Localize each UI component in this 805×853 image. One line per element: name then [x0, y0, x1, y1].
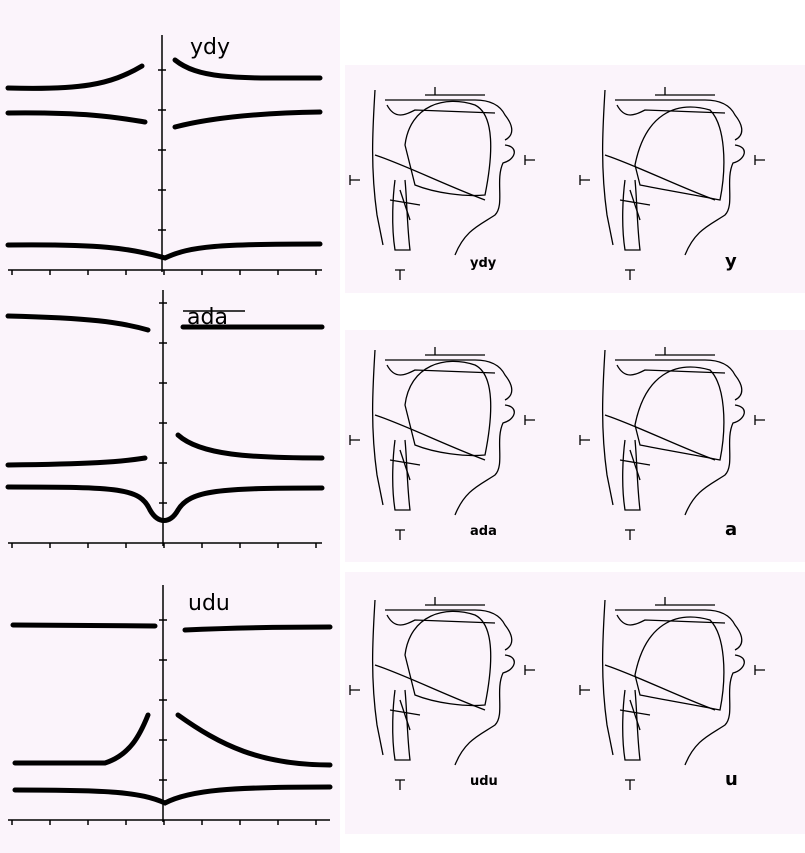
plot-background — [0, 0, 340, 853]
outline — [619, 699, 651, 731]
outline — [604, 414, 716, 461]
outline — [392, 439, 411, 511]
outline — [385, 609, 513, 651]
marker — [754, 665, 765, 675]
outline — [619, 449, 651, 481]
vocal-tract-sketch: a — [579, 347, 765, 540]
outline — [454, 654, 515, 766]
marker — [524, 155, 535, 165]
marker — [579, 685, 590, 695]
marker — [754, 155, 765, 165]
marker — [579, 175, 590, 185]
outline — [385, 99, 513, 141]
outline — [374, 154, 486, 201]
outline — [684, 404, 745, 516]
outline — [386, 364, 496, 376]
vocal-tract-sketch: ada — [349, 347, 535, 540]
sketch-background — [345, 330, 805, 562]
marker — [395, 529, 405, 540]
outline — [389, 449, 421, 481]
tongue — [634, 616, 725, 711]
sketch-label: ada — [470, 524, 497, 539]
tongue — [404, 100, 492, 197]
sketch-label: u — [725, 769, 738, 790]
outline — [386, 104, 496, 116]
sketch-label: udu — [470, 774, 498, 789]
tongue — [404, 610, 492, 707]
outline — [616, 364, 726, 376]
outline — [392, 179, 411, 251]
outline — [622, 179, 641, 251]
outline — [601, 599, 614, 756]
outline — [371, 349, 384, 506]
outline — [385, 359, 513, 401]
outline — [604, 664, 716, 711]
vocal-tract-sketch: ydy — [349, 87, 535, 280]
outline — [622, 439, 641, 511]
outline — [616, 104, 726, 116]
outline — [684, 654, 745, 766]
tongue — [404, 360, 492, 457]
tongue — [634, 106, 725, 201]
formant-plot: ydy — [5, 35, 323, 272]
outline — [454, 144, 515, 256]
marker — [395, 779, 405, 790]
sketch-label: a — [725, 519, 737, 540]
marker — [625, 779, 635, 790]
marker — [579, 435, 590, 445]
outline — [615, 609, 743, 651]
outline — [601, 89, 614, 246]
sketch-background — [345, 65, 805, 293]
vocal-tract-sketch: u — [579, 597, 765, 790]
formant-plot: udu — [8, 585, 333, 822]
plot-label: ada — [187, 305, 228, 330]
outline — [615, 359, 743, 401]
outline — [374, 664, 486, 711]
formant-plot: ada — [5, 290, 325, 546]
outline — [392, 689, 411, 761]
marker — [754, 415, 765, 425]
vocal-tract-sketch: y — [579, 87, 765, 280]
plot-label: ydy — [190, 35, 230, 60]
vocal-tract-sketch: udu — [349, 597, 535, 790]
outline — [389, 699, 421, 731]
sketch-label: ydy — [470, 256, 497, 271]
outline — [389, 189, 421, 221]
outline — [601, 349, 614, 506]
plot-label: udu — [188, 591, 230, 616]
outline — [374, 414, 486, 461]
outline — [371, 599, 384, 756]
sketch-background — [345, 572, 805, 834]
outline — [616, 614, 726, 626]
marker — [349, 175, 360, 185]
marker — [524, 415, 535, 425]
tongue — [634, 366, 725, 461]
outline — [615, 99, 743, 141]
outline — [604, 154, 716, 201]
marker — [524, 665, 535, 675]
outline — [386, 614, 496, 626]
sketch-label: y — [725, 251, 737, 272]
outline — [622, 689, 641, 761]
outline — [684, 144, 745, 256]
outline — [371, 89, 384, 246]
outline — [619, 189, 651, 221]
marker — [349, 685, 360, 695]
marker — [395, 269, 405, 280]
marker — [349, 435, 360, 445]
outline — [454, 404, 515, 516]
marker — [625, 269, 635, 280]
marker — [625, 529, 635, 540]
